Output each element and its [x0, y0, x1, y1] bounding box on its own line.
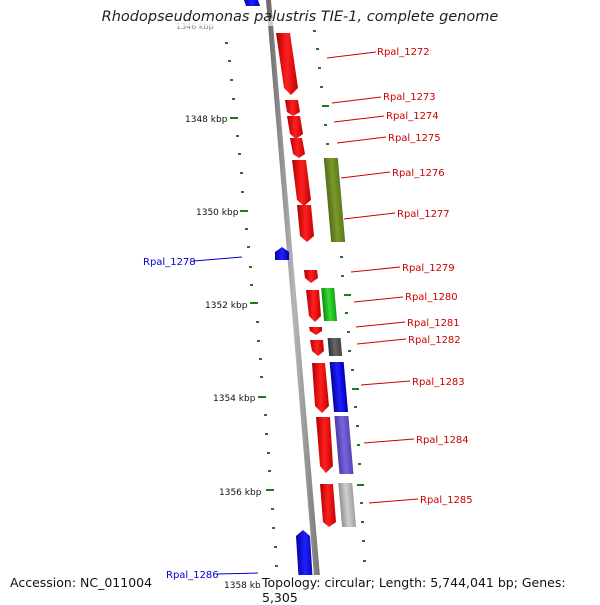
gene-rpal-1273[interactable] — [285, 100, 300, 116]
gene-label[interactable]: Rpal_1277 — [397, 209, 450, 220]
forward-strand-genes — [276, 33, 336, 527]
gene-rpal-1275[interactable] — [290, 138, 305, 158]
gene-label[interactable]: Rpal_1272 — [377, 47, 430, 58]
gene-rpal-1274[interactable] — [287, 116, 303, 139]
gene-rpal-1279[interactable] — [304, 270, 318, 283]
gene-label[interactable]: Rpal_1279 — [402, 263, 455, 274]
tick-label-1352: 1352 kbp — [205, 301, 248, 311]
gene-label[interactable]: Rpal_1284 — [416, 435, 469, 446]
tick-label-1348: 1348 kbp — [185, 115, 228, 125]
top-fade — [170, 18, 320, 26]
category-bar-1280 — [321, 288, 338, 321]
gene-rpal-1276[interactable] — [292, 160, 311, 206]
topology-text: Topology: circular; Length: 5,744,041 bp… — [260, 575, 600, 605]
tick-label-1358: 1358 kbp — [224, 581, 267, 591]
gene-rpal-1285[interactable] — [320, 484, 336, 527]
gene-rpal-1280[interactable] — [306, 290, 321, 322]
gene-rpal-1277[interactable] — [297, 205, 314, 242]
genome-backbone — [266, 0, 322, 600]
top-partial-tick-label: 1346 kbp — [176, 22, 214, 31]
gene-label[interactable]: Rpal_1283 — [412, 377, 465, 388]
label-leader-lines — [193, 51, 419, 575]
gene-rpal-1281[interactable] — [309, 327, 322, 335]
category-bar-1276-1277 — [323, 158, 346, 242]
gene-label[interactable]: Rpal_1286 — [166, 570, 219, 581]
tick-label-1356: 1356 kbp — [219, 488, 262, 498]
gene-labels: Rpal_1272 Rpal_1273 Rpal_1274 Rpal_1275 … — [143, 47, 473, 581]
tick-label-1354: 1354 kbp — [213, 394, 256, 404]
tick-label-1350: 1350 kbp — [196, 208, 239, 218]
gene-label[interactable]: Rpal_1285 — [420, 495, 473, 506]
genome-title: Rhodopseudomonas palustris TIE-1, comple… — [101, 9, 499, 25]
category-bar-1283 — [329, 362, 349, 412]
accession-text: Accession: NC_011004 — [8, 575, 155, 590]
gene-label[interactable]: Rpal_1282 — [408, 335, 461, 346]
gene-label[interactable]: Rpal_1280 — [405, 292, 458, 303]
gene-rpal-1283[interactable] — [312, 363, 329, 413]
tick-marks-right — [313, 30, 367, 600]
tick-marks-left — [225, 42, 278, 567]
category-bar-1285 — [338, 483, 357, 527]
gene-label[interactable]: Rpal_1273 — [383, 92, 436, 103]
gene-label[interactable]: Rpal_1278 — [143, 257, 196, 268]
gene-partial-top — [244, 0, 260, 6]
gene-label[interactable]: Rpal_1281 — [407, 318, 460, 329]
gene-rpal-1284[interactable] — [316, 417, 333, 473]
gene-label[interactable]: Rpal_1276 — [392, 168, 445, 179]
gene-label[interactable]: Rpal_1275 — [388, 133, 441, 144]
gene-rpal-1282[interactable] — [310, 340, 324, 356]
category-bar-1282 — [327, 338, 343, 356]
gene-rpal-1278[interactable] — [275, 247, 289, 260]
gene-rpal-1272[interactable] — [276, 33, 298, 95]
category-bars — [321, 158, 357, 527]
category-bar-1284 — [334, 416, 354, 474]
gene-label[interactable]: Rpal_1274 — [386, 111, 439, 122]
